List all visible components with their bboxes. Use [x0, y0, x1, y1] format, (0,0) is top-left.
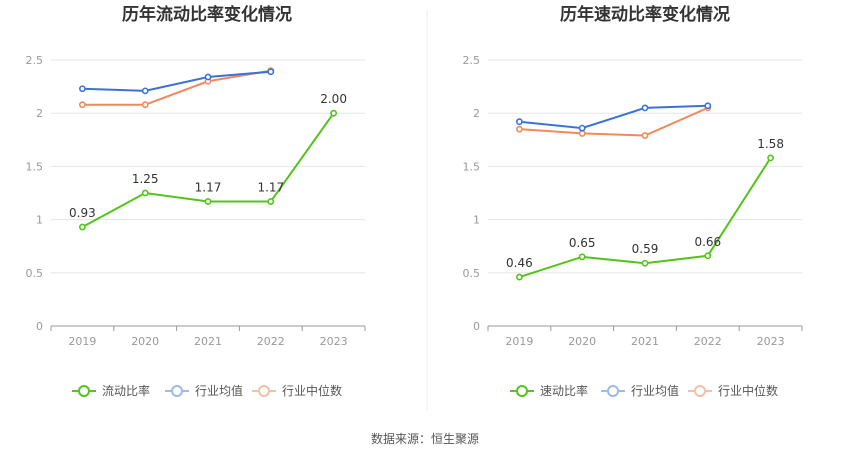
legend-label: 行业均值: [195, 383, 243, 398]
series-point: [516, 273, 523, 281]
series-point: [141, 87, 149, 95]
series-point: [516, 118, 523, 126]
source-text: 数据来源：恒生聚源: [371, 431, 479, 446]
series-line: [519, 106, 709, 137]
series-point: [330, 109, 337, 117]
x-tick-label: 2019: [68, 335, 96, 348]
series-line: [81, 112, 335, 228]
series-point: [79, 85, 86, 93]
chart-title: 历年流动比率变化情况: [122, 4, 292, 25]
legend-marker: [694, 385, 706, 397]
legend-label: 行业均值: [631, 383, 679, 398]
series-line: [82, 69, 271, 106]
y-tick-label: 1: [473, 214, 480, 227]
data-label: 0.65: [569, 236, 596, 250]
y-tick-label: 0: [36, 320, 43, 333]
y-tick-label: 0.5: [463, 267, 481, 280]
y-tick-label: 2: [473, 107, 480, 120]
y-tick-label: 2.5: [463, 54, 481, 67]
x-tick-label: 2022: [257, 335, 285, 348]
legend-marker: [258, 385, 270, 397]
x-tick-label: 2020: [131, 335, 159, 348]
y-tick-label: 2.5: [26, 54, 44, 67]
data-label: 1.58: [757, 137, 784, 151]
series-line: [519, 104, 708, 130]
series-point: [141, 189, 149, 197]
legend-label: 行业中位数: [718, 383, 778, 398]
legend-marker: [171, 385, 183, 397]
x-tick-label: 2023: [320, 335, 348, 348]
x-tick-label: 2021: [631, 335, 659, 348]
legend-label: 速动比率: [540, 383, 588, 398]
legend-marker: [78, 385, 90, 397]
series-point: [578, 253, 586, 261]
series-point: [704, 102, 712, 110]
data-label: 1.25: [132, 172, 159, 186]
quick-ratio-chart: 历年速动比率变化情况 0 0.5 1 1.5 2 2.5 2019 2020 2021 2022 20…: [463, 4, 803, 398]
y-tick-label: 1: [36, 214, 43, 227]
series-point: [267, 68, 275, 76]
y-tick-label: 1.5: [26, 160, 44, 173]
data-label: 1.17: [195, 181, 222, 195]
data-label: 0.46: [506, 256, 533, 270]
series-point: [578, 130, 586, 137]
series-point: [641, 132, 649, 139]
y-tick-label: 2: [36, 107, 43, 120]
legend-marker: [516, 385, 528, 397]
series-line: [519, 157, 772, 279]
legend-label: 行业中位数: [282, 383, 342, 398]
series-point: [79, 223, 86, 231]
series-point: [578, 124, 586, 132]
series-point: [704, 252, 712, 260]
series-line: [82, 70, 271, 92]
x-tick-label: 2023: [757, 335, 785, 348]
y-tick-label: 1.5: [463, 160, 481, 173]
series-point: [641, 259, 649, 267]
data-label: 1.17: [257, 181, 284, 195]
y-tick-label: 0: [473, 320, 480, 333]
data-label: 2.00: [320, 92, 347, 106]
series-point: [641, 104, 649, 112]
series-point: [204, 198, 212, 205]
series-point: [267, 198, 275, 205]
chart-title: 历年速动比率变化情况: [560, 4, 730, 25]
series-point: [204, 73, 212, 81]
y-tick-label: 0.5: [26, 267, 44, 280]
series-point: [79, 101, 86, 109]
series-point: [767, 154, 774, 162]
data-label: 0.59: [632, 242, 659, 256]
x-tick-label: 2021: [194, 335, 222, 348]
current-ratio-chart: 历年流动比率变化情况 0 0.5 1 1.5 2 2.5 2019 2020 2021 2022 20…: [26, 4, 366, 398]
x-tick-label: 2022: [694, 335, 722, 348]
x-tick-label: 2020: [568, 335, 596, 348]
series-point: [141, 101, 149, 109]
x-tick-label: 2019: [505, 335, 533, 348]
data-label: 0.93: [69, 206, 96, 220]
legend-marker: [607, 385, 619, 397]
data-label: 0.66: [694, 235, 721, 249]
series-point: [516, 125, 523, 133]
legend-label: 流动比率: [102, 383, 150, 398]
